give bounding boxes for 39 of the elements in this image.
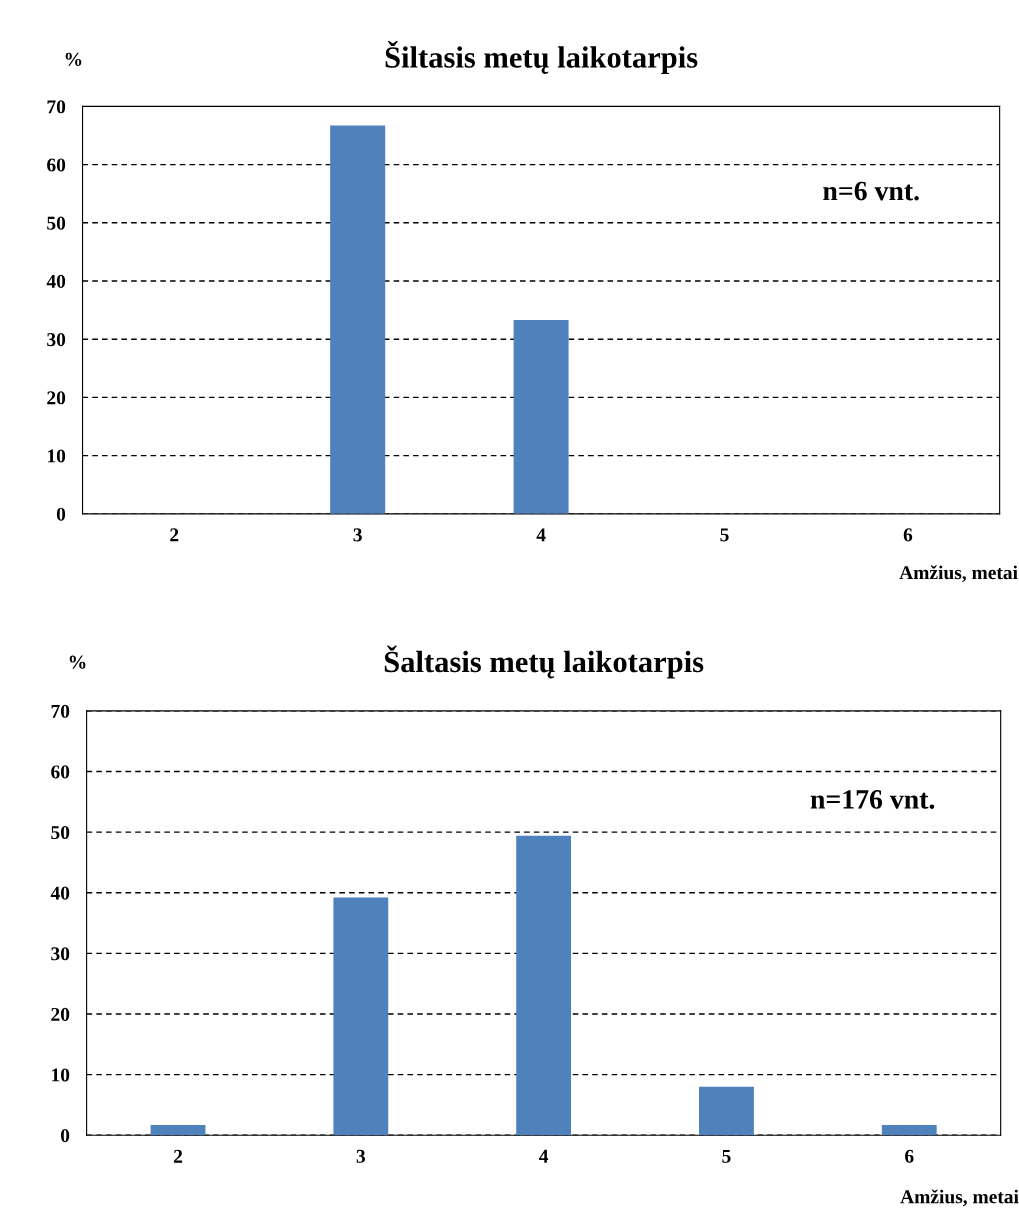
bar: [516, 835, 572, 1136]
x-axis-title: Amžius, metai: [899, 565, 1018, 583]
y-axis-title: %: [65, 52, 82, 66]
bar: [333, 897, 389, 1136]
x-tick-label: 3: [356, 1149, 366, 1163]
bar: [699, 1086, 754, 1136]
x-tick-label: 6: [903, 528, 913, 542]
y-axis-title: %: [69, 655, 86, 669]
y-tick-label: 40: [50, 886, 70, 900]
y-tick-label: 50: [47, 216, 66, 230]
x-tick-label: 4: [539, 1149, 549, 1163]
annotation: n=176 vnt.: [810, 790, 935, 809]
y-tick-label: 20: [47, 391, 66, 405]
x-tick-label: 5: [720, 528, 729, 542]
bar: [881, 1124, 937, 1136]
y-tick-label: 0: [56, 507, 66, 521]
y-tick-label: 10: [47, 449, 66, 463]
chart-title: Šiltasis metų laikotarpis: [385, 41, 698, 75]
y-tick-label: 20: [51, 1007, 70, 1021]
bar: [150, 1124, 206, 1136]
y-tick-label: 50: [51, 825, 70, 840]
x-tick-label: 6: [905, 1149, 914, 1163]
x-tick-label: 5: [722, 1149, 731, 1163]
y-tick-label: 30: [51, 947, 70, 961]
x-tick-label: 4: [536, 528, 546, 542]
y-tick-label: 60: [47, 158, 66, 172]
x-tick-label: 3: [353, 528, 362, 542]
y-tick-label: 70: [47, 100, 66, 114]
y-tick-label: 60: [51, 765, 70, 779]
x-tick-label: 2: [173, 1149, 183, 1163]
y-tick-label: 0: [60, 1129, 70, 1143]
y-tick-label: 30: [47, 333, 66, 347]
y-tick-label: 40: [46, 274, 66, 288]
annotation: n=6 vnt.: [823, 181, 919, 201]
chart-title: Šaltasis metų laikotarpis: [384, 645, 704, 679]
x-axis-title: Amžius, metai: [900, 1189, 1019, 1207]
y-tick-label: 70: [51, 704, 70, 718]
x-tick-label: 2: [170, 528, 179, 542]
y-tick-label: 10: [52, 1068, 70, 1082]
